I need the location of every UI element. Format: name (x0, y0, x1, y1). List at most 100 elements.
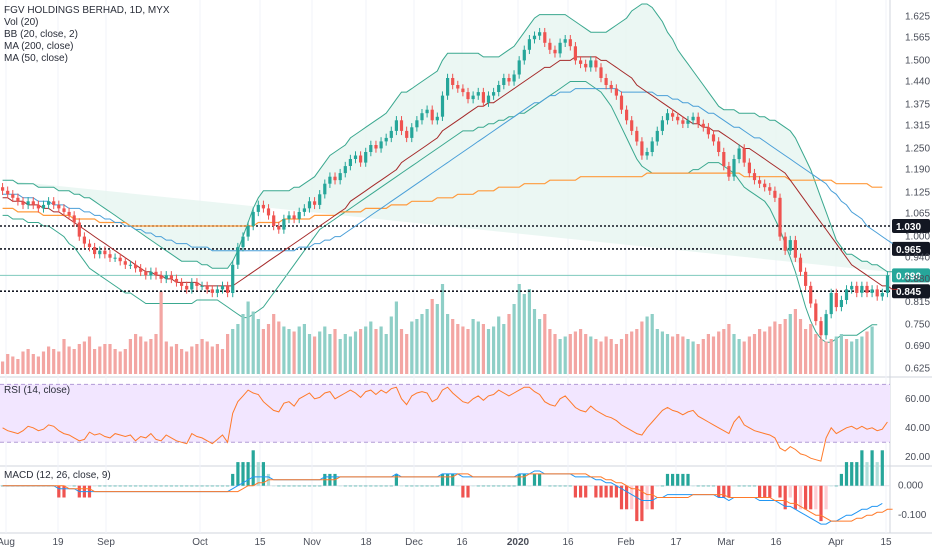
candle-body (568, 39, 572, 47)
candle-body (256, 204, 260, 212)
volume-bar (113, 349, 117, 374)
candle-body (875, 289, 879, 297)
candle-body (405, 130, 409, 138)
time-axis-label: 15 (880, 537, 892, 548)
volume-bar (282, 326, 286, 374)
volume-bar (420, 314, 424, 374)
candle-body (512, 74, 516, 82)
time-axis-label: Mar (717, 537, 735, 548)
volume-bar (62, 339, 66, 374)
macd-histogram-bar (834, 485, 838, 487)
ma50-line (2, 88, 893, 252)
candle-body (614, 88, 618, 96)
macd-histogram-bar (134, 485, 138, 487)
volume-bar (461, 326, 465, 374)
volume-bar (430, 299, 434, 374)
candle-body (543, 32, 547, 43)
macd-histogram-bar (819, 485, 823, 522)
macd-histogram-bar (154, 485, 158, 487)
price-level-tag (892, 268, 930, 283)
candle-body (573, 46, 577, 61)
price-axis-label: 1.250 (905, 143, 930, 154)
macd-histogram-bar (261, 462, 265, 486)
volume-bar (737, 339, 741, 374)
macd-histogram-bar (256, 462, 260, 486)
macd-histogram-bar (486, 485, 491, 487)
macd-histogram-bar (681, 473, 685, 486)
volume-bar (768, 326, 772, 374)
volume-bar (328, 334, 332, 374)
candle-body (752, 173, 757, 181)
macd-histogram-bar (174, 485, 179, 487)
candle-body (348, 159, 352, 166)
candle-body (824, 314, 828, 336)
macd-histogram-bar (686, 473, 690, 486)
candle-body (798, 257, 803, 272)
volume-bar (717, 331, 721, 374)
macd-histogram-bar (292, 485, 296, 487)
price-level-tag (892, 241, 930, 256)
candle-body (604, 78, 608, 85)
macd-histogram-bar (527, 485, 531, 487)
candle-body (471, 95, 475, 100)
candle-body (399, 120, 404, 131)
volume-bar (758, 329, 762, 374)
volume-bar (333, 329, 337, 374)
volume-bar (21, 351, 25, 374)
macd-histogram-bar (844, 462, 849, 486)
candle-body (630, 120, 634, 131)
volume-bar (118, 351, 122, 374)
volume-bar (589, 336, 593, 374)
macd-axis-label: 0.000 (898, 481, 923, 492)
rsi-band (0, 384, 890, 443)
time-axis-label: 19 (52, 537, 64, 548)
candle-body (113, 257, 117, 259)
volume-bar (174, 344, 179, 374)
macd-panel (0, 450, 893, 525)
candle-body (379, 141, 383, 149)
price-level-tag-text: 1.030 (896, 222, 921, 233)
macd-histogram-bar (128, 485, 132, 487)
macd-histogram-bar (456, 485, 460, 487)
macd-histogram-bar (752, 485, 757, 487)
candle-body (532, 35, 537, 40)
volume-bar (134, 334, 138, 374)
macd-histogram-bar (814, 485, 818, 510)
volume-bar (492, 326, 496, 374)
candle-body (164, 275, 168, 279)
candle-body (149, 271, 153, 276)
candle-body (855, 285, 859, 293)
candle-body (579, 60, 583, 64)
volume-bar (706, 334, 710, 374)
volume-bar (205, 341, 209, 374)
macd-histogram-bar (558, 485, 562, 487)
time-axis-label: 16 (562, 537, 574, 548)
bollinger-upper-line (2, 3, 898, 276)
volume-bar (57, 351, 61, 374)
volume-bar (783, 319, 787, 374)
candle-body (11, 194, 15, 198)
volume-bar (169, 346, 173, 374)
macd-histogram-bar (671, 473, 675, 486)
price-axis-label: 1.625 (905, 11, 930, 22)
volume-bar (834, 336, 838, 374)
macd-histogram-bar (737, 485, 741, 487)
candle-body (302, 208, 306, 212)
rsi-panel (0, 383, 890, 462)
macd-histogram-bar (215, 485, 219, 487)
volume-bar (635, 329, 639, 374)
candle-body (287, 215, 291, 219)
candle-body (195, 282, 199, 286)
macd-histogram-bar (190, 485, 194, 487)
candle-body (497, 85, 501, 92)
macd-histogram-bar (742, 485, 746, 487)
macd-histogram-bar (655, 485, 659, 487)
volume-bar (701, 339, 705, 374)
macd-histogram-bar (476, 485, 480, 487)
candle-body (834, 293, 838, 308)
volume-bar (446, 314, 450, 374)
legend-ma200: MA (200, close) (4, 41, 73, 52)
volume-bar (640, 321, 644, 374)
candle-body (67, 211, 71, 216)
candle-body (277, 226, 281, 230)
